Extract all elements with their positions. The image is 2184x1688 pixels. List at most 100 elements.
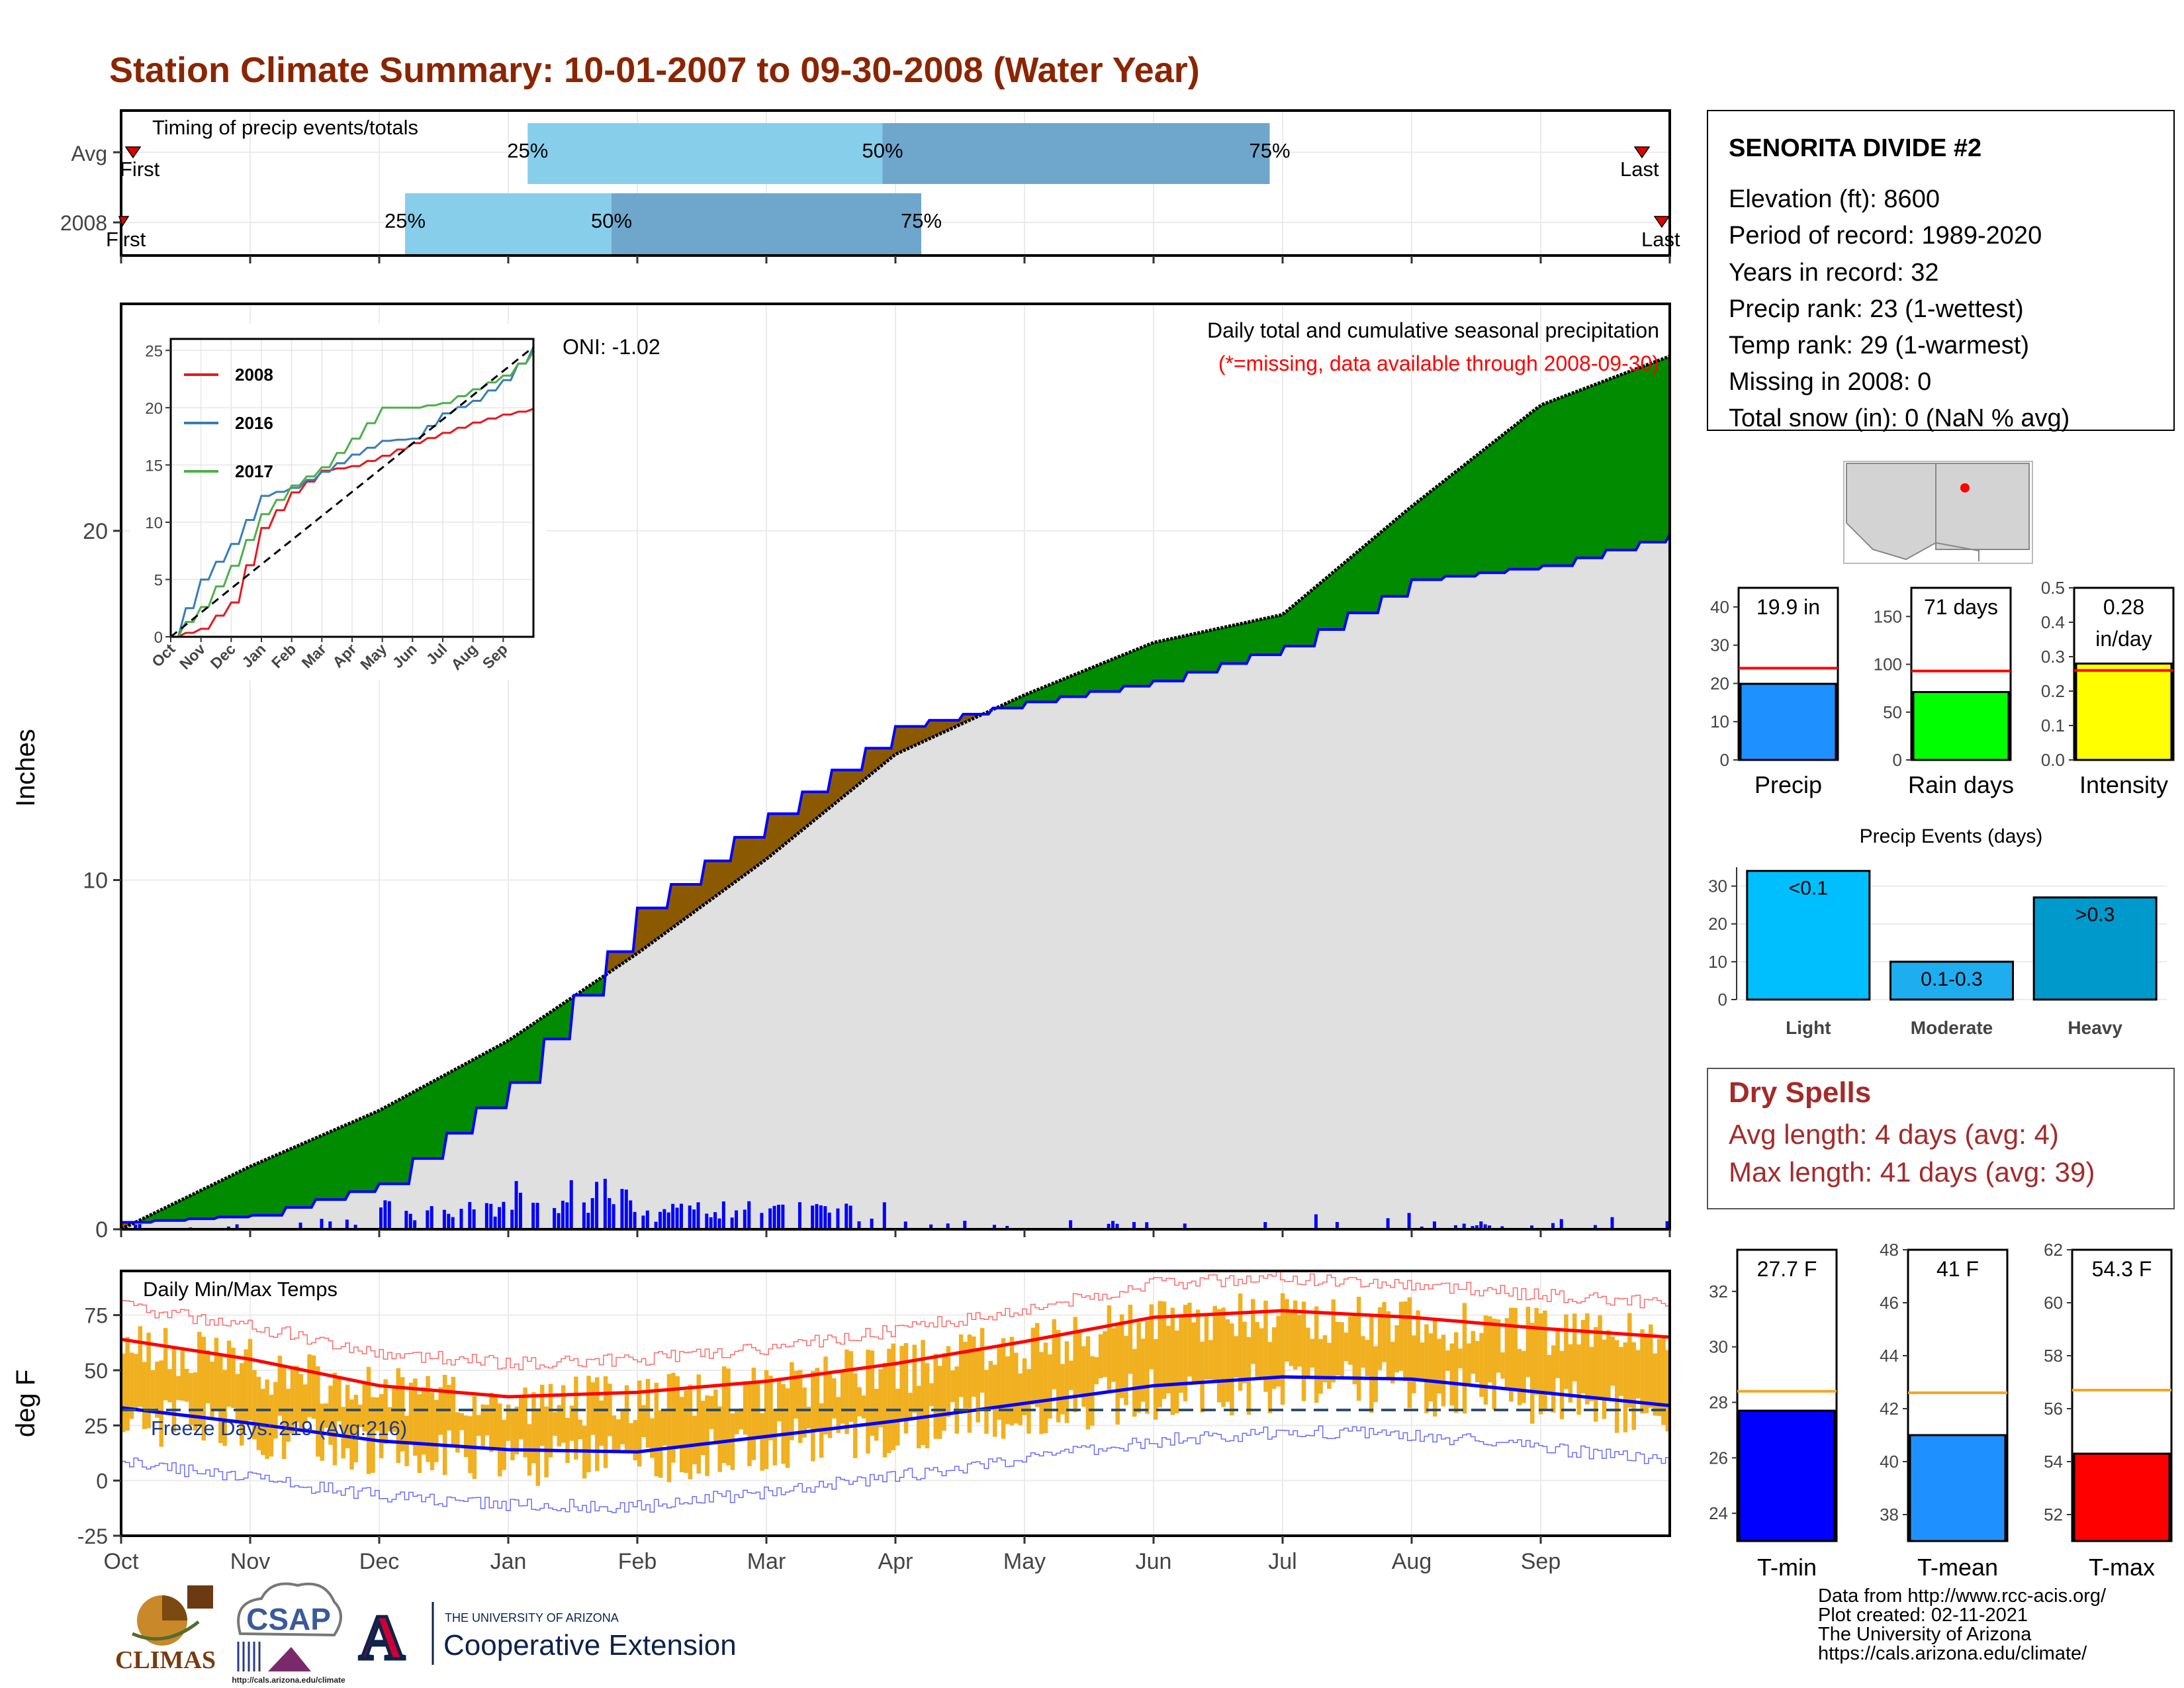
daily-temp-bar [1107, 1305, 1112, 1393]
daily-temp-bar [1479, 1333, 1484, 1397]
station-line: Years in record: 32 [1729, 259, 1939, 287]
above-average-area [121, 356, 1670, 1229]
daily-temp-bar [688, 1384, 693, 1479]
daily-temp-bar [1208, 1340, 1213, 1380]
daily-precip-bar [645, 1210, 649, 1229]
daily-temp-bar [1030, 1327, 1036, 1405]
first-label-avg: First [120, 158, 160, 181]
summary-tick-label: 0 [1893, 750, 1902, 770]
daily-temp-bar [379, 1393, 384, 1458]
daily-temp-bar [176, 1376, 181, 1400]
timing-p25-label: 25% [385, 209, 426, 232]
summary-tick-label: 10 [1710, 712, 1729, 731]
daily-temp-bar [138, 1326, 143, 1407]
station-line: Elevation (ft): 8600 [1729, 185, 1940, 213]
daily-temp-bar [853, 1373, 858, 1458]
climas-text: CLIMAS [115, 1646, 216, 1674]
daily-precip-bar [963, 1221, 967, 1229]
temp-summary-tick-label: 24 [1709, 1503, 1728, 1523]
daily-precip-bar [679, 1203, 683, 1229]
daily-temp-bar [1161, 1301, 1167, 1399]
daily-precip-bar [138, 1224, 142, 1229]
station-location-dot [1960, 483, 1970, 492]
daily-precip-bar [760, 1213, 764, 1229]
daily-precip-bar [1610, 1217, 1614, 1229]
station-line: Missing in 2008: 0 [1729, 368, 1931, 396]
daily-precip-bar [612, 1204, 615, 1229]
daily-precip-bar [1145, 1222, 1149, 1229]
daily-precip-bar [768, 1208, 772, 1229]
daily-temp-bar [1649, 1324, 1653, 1408]
summary-tick-label: 0.2 [2041, 681, 2065, 701]
daily-precip-bar [1407, 1213, 1411, 1229]
daily-temp-bar [768, 1376, 773, 1440]
daily-precip-bar [815, 1203, 819, 1229]
daily-temp-bar [1589, 1346, 1594, 1401]
daily-temp-bar [421, 1387, 426, 1455]
daily-temp-bar [480, 1404, 485, 1449]
daily-temp-bar [1661, 1336, 1666, 1425]
daily-temp-bar [1246, 1336, 1251, 1415]
daily-precip-bar [1005, 1225, 1009, 1229]
temp-summary-tick-label: 40 [1880, 1452, 1899, 1472]
y-tick-label: 25 [84, 1414, 108, 1438]
inset-series-2016 [171, 346, 535, 638]
x-tick-label: Jul [1268, 1549, 1297, 1574]
daily-temp-bar [477, 1415, 481, 1436]
daily-temp-bar [231, 1347, 236, 1409]
daily-temp-bar [1200, 1341, 1205, 1413]
daily-precip-bar [404, 1211, 408, 1229]
daily-temp-bar [929, 1383, 934, 1407]
daily-temp-bar [210, 1361, 214, 1418]
daily-temp-bar [1551, 1345, 1556, 1413]
daily-temp-bar [484, 1405, 490, 1436]
daily-temp-bar [586, 1376, 591, 1473]
daily-temp-bar [806, 1406, 811, 1429]
summary-value-bar [2075, 662, 2173, 761]
precip-events-chart: Precip Events (days) 0 10 20 30 <0.1 Light 0.1… [1708, 825, 2167, 1038]
daily-temp-bar [1343, 1332, 1349, 1362]
daily-precip-bar [772, 1205, 776, 1229]
daily-temp-bar [1555, 1329, 1560, 1378]
daily-temp-bar [193, 1372, 198, 1431]
daily-temp-bar [785, 1388, 790, 1468]
observed-cumulative-line [121, 534, 1671, 1224]
daily-temp-bar [290, 1369, 295, 1434]
daily-precip-bar [608, 1197, 612, 1229]
daily-precip-bar [353, 1225, 357, 1229]
daily-temp-bar [1297, 1315, 1302, 1367]
daily-temp-bar [1377, 1307, 1383, 1370]
daily-temp-bar [997, 1346, 1001, 1420]
daily-temp-bar [159, 1360, 164, 1447]
events-title: Precip Events (days) [1860, 825, 2043, 847]
daily-precip-bar [442, 1209, 446, 1229]
daily-temp-bar [1412, 1335, 1416, 1393]
daily-temp-bar [603, 1376, 608, 1468]
daily-precip-bar [493, 1216, 497, 1229]
daily-temp-bar [595, 1377, 600, 1472]
station-name: SENORITA DIVIDE #2 [1729, 134, 1981, 162]
timing-label: Timing of precip events/totals [152, 116, 418, 139]
temp-summary-value-label: 41 F [1936, 1257, 1979, 1281]
daily-temp-bar [332, 1372, 338, 1466]
daily-temp-bar [1293, 1300, 1298, 1370]
daily-temp-bar [1365, 1339, 1370, 1376]
daily-temp-bar [518, 1397, 523, 1440]
daily-temp-bar [1432, 1319, 1437, 1417]
daily-temp-bar [413, 1378, 418, 1456]
daily-precip-bar [811, 1205, 815, 1229]
daily-precip-bar [662, 1209, 666, 1229]
daily-precip-bar [1335, 1222, 1339, 1229]
daily-temp-bar [1369, 1316, 1374, 1413]
daily-precip-bar [713, 1212, 717, 1229]
x-tick-label: Oct [104, 1549, 139, 1574]
inset-y-tick-label: 20 [145, 400, 163, 418]
summary-tick-label: 100 [1874, 655, 1902, 675]
daily-temp-bar [1398, 1301, 1404, 1371]
daily-precip-bar [1432, 1221, 1436, 1229]
daily-temp-bar [671, 1372, 676, 1463]
daily-temp-bar [861, 1395, 866, 1419]
daily-temp-bar [189, 1373, 193, 1425]
station-line: Period of record: 1989-2020 [1729, 222, 2042, 250]
